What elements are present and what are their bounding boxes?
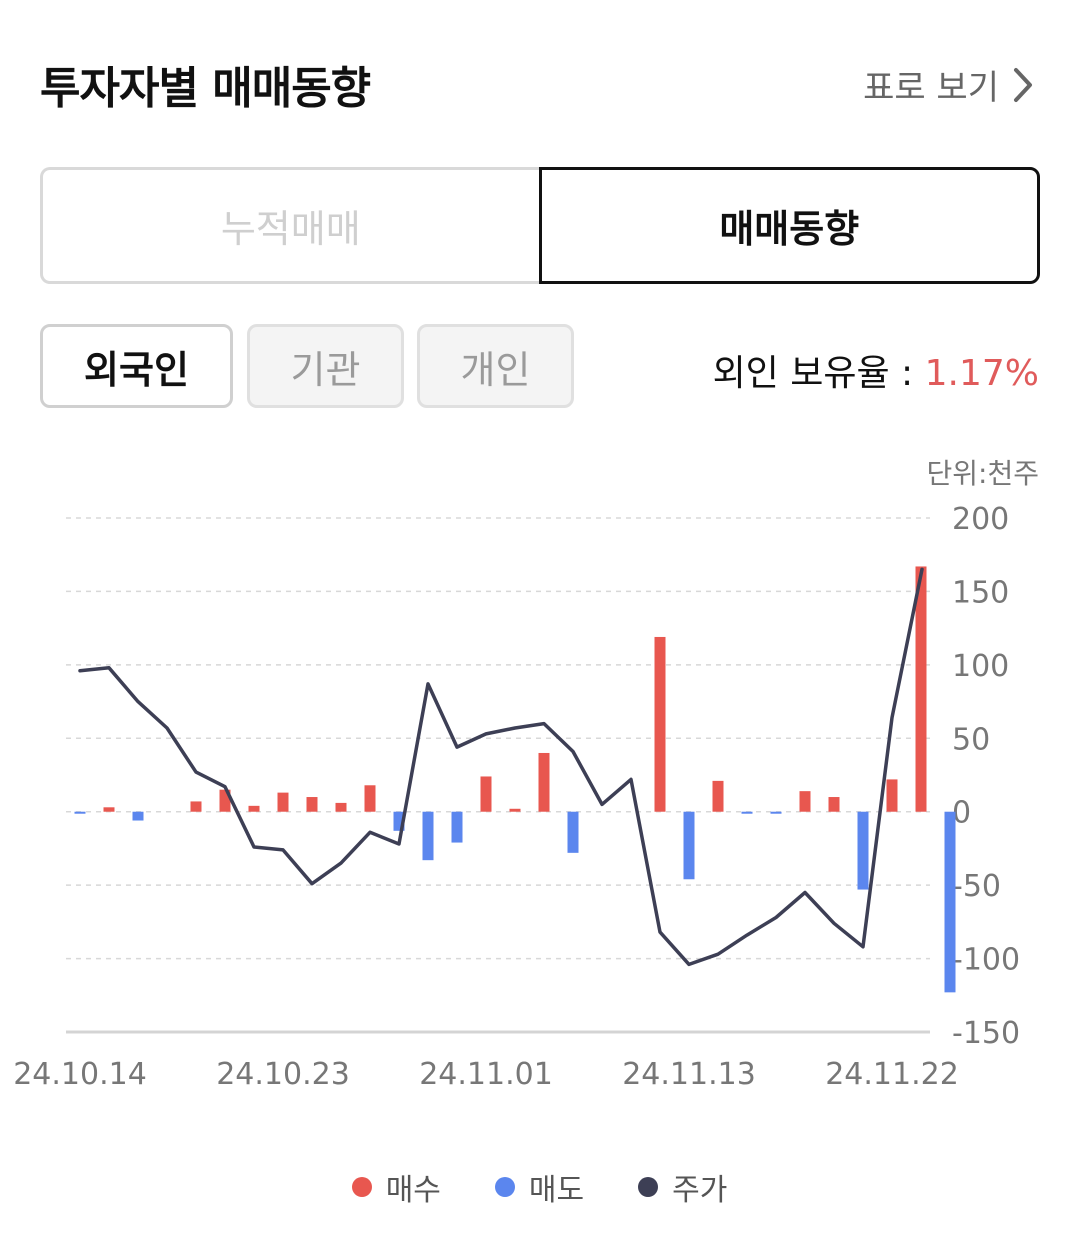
legend-buy-label: 매수 xyxy=(385,1173,441,1208)
y-tick-label: -150 xyxy=(952,1016,1020,1051)
buy-bar xyxy=(538,752,550,812)
buy-bar xyxy=(103,807,115,812)
sell-bar xyxy=(451,811,463,843)
y-tick-label: 50 xyxy=(952,722,990,757)
holding-value: 1.17% xyxy=(924,353,1039,394)
buy-bar xyxy=(712,780,724,812)
view-mode-toggle: 누적매매 매매동향 xyxy=(40,167,1040,284)
sell-bar xyxy=(567,811,579,853)
x-tick-label: 24.10.14 xyxy=(13,1057,147,1092)
sell-bar xyxy=(132,811,144,821)
sell-bar xyxy=(422,811,434,861)
price-legend-dot xyxy=(638,1177,659,1197)
buy-bar xyxy=(509,808,521,812)
trading-trend-chart: 200 150 100 50 0 -50 -100 -150 24.10.14 24.10.23 2… xyxy=(13,502,1020,1092)
tab-cumulative-trading[interactable]: 누적매매 xyxy=(40,167,539,284)
chevron-right-icon xyxy=(1014,67,1032,102)
chart-legend: 매수 매도 주가 xyxy=(0,1165,1079,1209)
buy-bar xyxy=(828,797,840,812)
x-tick-label: 24.11.22 xyxy=(825,1057,959,1092)
investor-tab-individual[interactable]: 개인 xyxy=(417,324,574,408)
buy-bar xyxy=(335,802,347,812)
y-tick-label: 100 xyxy=(952,649,1009,684)
x-tick-label: 24.10.23 xyxy=(216,1057,350,1092)
buy-bar xyxy=(480,776,492,812)
sell-bar xyxy=(741,811,753,814)
buy-bar xyxy=(306,797,318,812)
unit-label: 단위:천주 xyxy=(926,457,1039,490)
sell-bar xyxy=(683,811,695,880)
y-tick-label: -50 xyxy=(952,869,1001,904)
sell-legend-dot xyxy=(494,1177,515,1197)
tab-trading-trend[interactable]: 매매동향 xyxy=(538,167,1040,284)
buy-bar xyxy=(364,785,376,812)
buy-bar xyxy=(248,805,260,812)
price-line xyxy=(78,567,924,967)
legend-sell: 매도 xyxy=(494,1165,585,1209)
buy-legend-dot xyxy=(351,1177,372,1197)
buy-bar xyxy=(277,792,289,812)
y-tick-label: -100 xyxy=(952,943,1020,978)
sell-bar xyxy=(393,811,405,831)
investor-tab-foreign[interactable]: 외국인 xyxy=(40,324,233,408)
x-tick-label: 24.11.13 xyxy=(622,1057,756,1092)
buy-bar xyxy=(190,801,202,812)
legend-price-label: 주가 xyxy=(672,1173,728,1208)
buy-bar xyxy=(654,636,666,812)
buy-bar xyxy=(915,566,927,812)
y-tick-label: 0 xyxy=(952,796,971,831)
sell-bar xyxy=(770,811,782,814)
sell-bar xyxy=(944,811,956,993)
legend-buy: 매수 xyxy=(351,1165,441,1209)
page-title: 투자자별 매매동향 xyxy=(40,63,371,114)
foreign-holding-ratio: 외인 보유율 : 1.17% xyxy=(713,344,1039,396)
investor-tab-institution[interactable]: 기관 xyxy=(247,324,404,408)
view-as-table-label: 표로 보기 xyxy=(863,68,999,108)
y-tick-label: 200 xyxy=(952,502,1009,537)
holding-label: 외인 보유율 : xyxy=(712,353,925,394)
y-tick-label: 150 xyxy=(952,575,1009,610)
buy-bar xyxy=(799,791,811,812)
sell-bar xyxy=(857,811,869,890)
buy-bar xyxy=(886,779,898,812)
legend-sell-label: 매도 xyxy=(528,1173,585,1208)
x-tick-label: 24.11.01 xyxy=(419,1057,553,1092)
sell-bar xyxy=(74,811,86,814)
buy-bar xyxy=(219,789,231,812)
view-as-table-link[interactable]: 표로 보기 xyxy=(863,60,1033,109)
legend-price: 주가 xyxy=(638,1165,727,1209)
